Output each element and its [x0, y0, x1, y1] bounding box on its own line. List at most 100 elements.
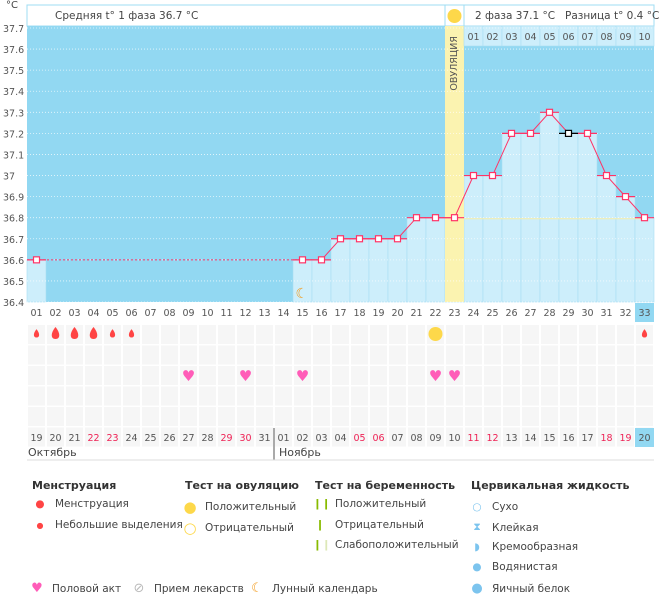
event-cell: [313, 366, 330, 385]
event-cell: [237, 345, 254, 365]
y-tick-label: 36.8: [3, 214, 24, 225]
phase2-average: 2 фаза 37.1 °C: [475, 10, 556, 22]
temperature-bar: [368, 238, 389, 303]
event-cell: [313, 386, 330, 406]
event-cell: [370, 366, 387, 385]
month-november: Ноябрь: [279, 446, 321, 459]
event-cell: [199, 407, 216, 426]
cycle-day-label: 11: [220, 308, 232, 319]
event-cell: [579, 427, 596, 447]
event-cell: [142, 366, 159, 385]
event-cell: [541, 386, 558, 406]
today-marker: [635, 303, 654, 322]
temperature-bar: [615, 196, 636, 303]
cycle-day-label: 04: [87, 308, 99, 319]
event-cell: [180, 386, 197, 406]
phase2-day-label: 01: [467, 32, 479, 43]
event-cell: [294, 325, 311, 344]
event-cell: [66, 345, 83, 365]
temperature-bar: [387, 238, 408, 303]
event-cell: [522, 386, 539, 406]
event-cell: [484, 325, 501, 344]
event-cell: [465, 427, 482, 447]
event-cell: [408, 366, 425, 385]
y-tick-label: 37: [3, 172, 15, 183]
event-cell: [199, 345, 216, 365]
event-cell: [617, 345, 634, 365]
event-cell: [427, 366, 444, 385]
event-cell: [275, 427, 292, 447]
event-cell: [180, 325, 197, 344]
event-cell: [104, 407, 121, 426]
cycle-day-label: 24: [467, 308, 479, 319]
heart-icon: ♥: [239, 367, 252, 385]
temperature-point: [583, 129, 592, 137]
event-cell: [598, 407, 615, 426]
event-cell: [104, 427, 121, 447]
temperature-point: [374, 235, 383, 243]
event-cell: [560, 427, 577, 447]
temperature-point: [32, 256, 41, 264]
event-cell: [218, 345, 235, 365]
event-cell: [123, 407, 140, 426]
date-label: 30: [239, 433, 251, 444]
date-label: 16: [562, 433, 574, 444]
moon-icon: ☾: [296, 286, 309, 302]
date-label: 02: [296, 433, 308, 444]
event-cell: [294, 345, 311, 365]
event-cell: [142, 386, 159, 406]
cycle-day-label: 25: [486, 308, 498, 319]
event-cell: [161, 407, 178, 426]
two-lines-icon: ❙❙: [313, 498, 331, 510]
event-cell: [522, 407, 539, 426]
cycle-day-label: 23: [448, 308, 460, 319]
legend-menstruation-title: Менструация: [32, 479, 117, 492]
event-cell: [351, 325, 368, 344]
date-label: 22: [87, 433, 99, 444]
cycle-day-label: 06: [125, 308, 137, 319]
menstruation-drop-icon: [51, 327, 60, 339]
event-cell: [370, 345, 387, 365]
event-cell: [617, 325, 634, 344]
event-cell: [66, 366, 83, 385]
y-tick-label: 37.3: [3, 108, 24, 119]
event-cell: [294, 407, 311, 426]
date-label: 12: [486, 433, 498, 444]
cycle-day-label: 17: [334, 308, 346, 319]
event-cell: [389, 386, 406, 406]
event-cell: [636, 345, 653, 365]
sun-icon: ●: [183, 498, 197, 516]
event-cell: [199, 427, 216, 447]
y-tick-label: 37.6: [3, 45, 24, 56]
heart-icon: ♥: [296, 367, 309, 385]
phase2-day-label: 04: [524, 32, 536, 43]
temperature-point: [488, 171, 497, 180]
date-label: 28: [201, 433, 213, 444]
pill-icon: ⊘: [133, 581, 145, 596]
hourglass-icon: ⧗: [473, 521, 481, 533]
cycle-day-label: 32: [619, 308, 631, 319]
event-cell: [332, 386, 349, 406]
event-cell: [484, 345, 501, 365]
event-cell: [66, 407, 83, 426]
date-label: 23: [106, 433, 118, 444]
event-cell: [199, 366, 216, 385]
event-cell: [446, 345, 463, 365]
drop-icon: ●: [35, 498, 45, 510]
legend-cervical-title: Цервикальная жидкость: [471, 479, 630, 492]
y-tick-label: 37.7: [3, 24, 24, 35]
date-label: 10: [448, 433, 460, 444]
legend-watery: ● Водянистая: [470, 561, 557, 573]
heart-icon: ♥: [448, 367, 461, 385]
temperature-point: [526, 129, 535, 137]
cycle-day-label: 18: [353, 308, 365, 319]
date-label: 09: [429, 433, 441, 444]
event-cell: [142, 407, 159, 426]
event-cell: [123, 366, 140, 385]
event-cell: [218, 325, 235, 344]
temperature-point: [507, 129, 516, 137]
y-tick-label: 37.5: [3, 66, 24, 77]
event-cell: [579, 345, 596, 365]
event-cell: [332, 427, 349, 447]
event-cell: [47, 366, 64, 385]
